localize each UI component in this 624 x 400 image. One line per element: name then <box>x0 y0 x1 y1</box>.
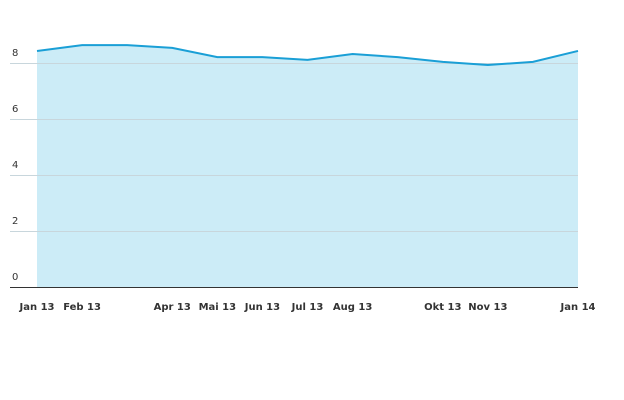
x-axis-ticks: Jan 13 Feb 13 Apr 13 Mai 13 Jun 13 Jul 13 Aug … <box>19 302 596 313</box>
x-tick-label: Aug 13 <box>333 302 372 313</box>
area-fill <box>37 45 578 287</box>
y-tick-label: 4 <box>12 160 18 171</box>
x-tick-label: Jan 13 <box>19 302 55 313</box>
y-tick-label: 6 <box>12 104 18 115</box>
y-tick-label: 0 <box>12 272 18 283</box>
x-tick-label: Okt 13 <box>424 302 461 313</box>
y-tick-label: 8 <box>12 48 18 59</box>
gridlines-overlay <box>10 63 578 232</box>
x-tick-label: Jul 13 <box>291 302 324 313</box>
x-tick-label: Apr 13 <box>154 302 191 313</box>
x-tick-label: Mai 13 <box>199 302 237 313</box>
x-tick-label: Feb 13 <box>63 302 101 313</box>
data-line <box>36 44 579 66</box>
y-axis-ticks: 0 2 4 6 8 <box>12 48 18 283</box>
x-tick-label: Jun 13 <box>244 302 280 313</box>
x-tick-label: Nov 13 <box>468 302 507 313</box>
y-tick-label: 2 <box>12 216 18 227</box>
x-tick-label: Jan 14 <box>560 302 596 313</box>
